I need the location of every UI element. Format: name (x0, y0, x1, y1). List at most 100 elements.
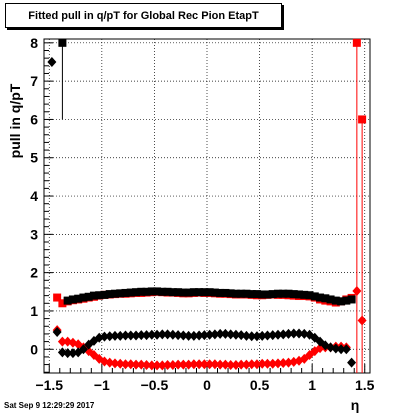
data-point (84, 292, 93, 301)
x-tick-label: 1.5 (355, 377, 375, 393)
data-point (142, 359, 152, 370)
y-tick-label: 7 (30, 73, 38, 89)
data-point (199, 359, 209, 370)
y-tick-label: 6 (30, 111, 38, 127)
data-point (100, 290, 109, 299)
data-point (289, 290, 298, 299)
x-tick-label: −1.5 (35, 377, 63, 393)
data-point (121, 359, 130, 370)
data-point (110, 289, 119, 298)
data-point (153, 287, 162, 296)
data-point (184, 288, 193, 297)
data-point (205, 359, 215, 370)
data-point (57, 336, 67, 347)
data-point (252, 290, 261, 299)
data-point (279, 289, 288, 298)
data-point (263, 290, 272, 299)
axis-ticks: −1.5 −1 −0.5 0 0.5 1 1.5 0 1 2 3 4 5 6 7 8 (30, 35, 374, 393)
data-point (284, 357, 293, 368)
data-point (200, 288, 209, 297)
data-point (321, 294, 330, 303)
data-point (226, 359, 236, 370)
data-point (174, 288, 183, 297)
data-point (184, 330, 194, 341)
data-point (115, 330, 125, 341)
data-point (310, 292, 319, 301)
data-point (74, 294, 83, 303)
data-point (47, 56, 57, 67)
data-point (152, 329, 162, 340)
data-point (300, 290, 309, 299)
data-point (195, 288, 204, 297)
data-point (284, 328, 293, 339)
data-point (205, 329, 215, 340)
data-point (105, 331, 115, 342)
x-tick-label: −1 (94, 377, 110, 393)
data-point (147, 360, 157, 371)
data-point (105, 357, 115, 368)
data-point (337, 297, 346, 306)
data-point (137, 287, 146, 296)
data-point (252, 359, 262, 370)
data-point (216, 288, 225, 297)
data-point (268, 358, 278, 369)
data-point (63, 296, 72, 305)
y-tick-label: 2 (30, 265, 38, 281)
data-point (268, 330, 278, 341)
data-point (215, 359, 225, 370)
data-point (305, 291, 314, 300)
data-point (126, 330, 136, 341)
data-point (168, 359, 178, 370)
data-point (121, 330, 130, 341)
data-point (210, 288, 219, 297)
data-point (189, 330, 199, 341)
data-point (268, 290, 277, 299)
y-tick-label: 5 (30, 150, 38, 166)
y-tick-label: 0 (30, 341, 38, 357)
data-point (247, 359, 257, 370)
data-point (126, 359, 136, 370)
data-point (278, 358, 288, 369)
chart-title-text: Fitted pull in q/pT for Global Rec Pion … (28, 9, 259, 22)
data-point (257, 330, 267, 341)
data-point (78, 344, 88, 355)
data-point (79, 293, 88, 302)
x-axis-title: η (351, 397, 360, 413)
y-tick-label: 1 (30, 303, 38, 319)
data-point (152, 360, 162, 371)
data-point (289, 328, 299, 339)
data-point (68, 295, 77, 304)
data-point (189, 288, 198, 297)
data-point (284, 289, 293, 298)
data-point (157, 360, 167, 371)
data-point (237, 289, 246, 298)
data-point (173, 359, 183, 370)
data-point (132, 288, 141, 297)
data-point (331, 296, 340, 305)
data-point (273, 358, 283, 369)
data-point (241, 330, 251, 341)
data-point (116, 289, 125, 298)
data-point (173, 330, 183, 341)
data-point (194, 359, 204, 370)
data-marks (47, 38, 367, 373)
data-point (57, 347, 67, 358)
x-tick-label: 1 (308, 377, 316, 393)
data-point (178, 359, 188, 370)
data-point (226, 289, 235, 298)
data-point (262, 358, 272, 369)
data-point (168, 329, 178, 340)
data-point (105, 290, 114, 299)
data-point (241, 359, 251, 370)
data-point (226, 329, 236, 340)
data-point (273, 289, 282, 298)
data-point (341, 344, 351, 355)
x-tick-label: −0.5 (141, 377, 169, 393)
data-point (257, 358, 267, 369)
data-point (231, 289, 240, 298)
data-point (184, 359, 194, 370)
data-point (242, 289, 251, 298)
data-point (163, 329, 173, 340)
data-point (236, 359, 246, 370)
